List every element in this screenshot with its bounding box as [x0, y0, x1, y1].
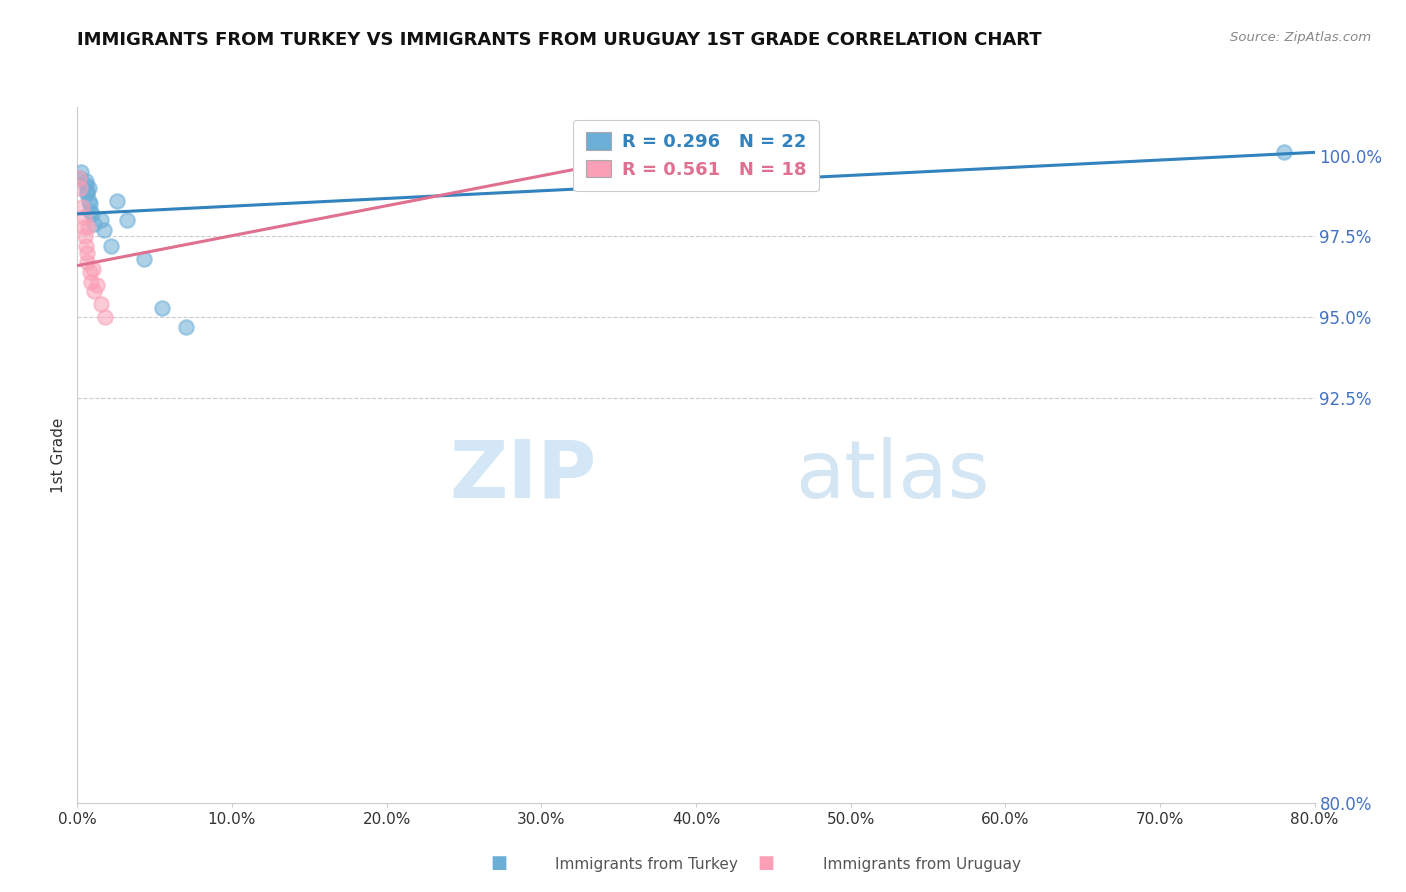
Point [75, 239, 97, 253]
Point [132, 252, 155, 267]
Point [80, 275, 103, 289]
Point [86, 278, 108, 293]
Point [70, 165, 93, 179]
Point [79, 197, 101, 211]
Point [76, 255, 98, 269]
Text: ZIP: ZIP [450, 437, 598, 515]
Point [75, 229, 96, 244]
Point [75, 174, 97, 188]
Point [1272, 145, 1295, 160]
Point [100, 239, 122, 253]
Point [76, 245, 98, 260]
Point [83, 217, 105, 231]
Point [77, 181, 100, 195]
Y-axis label: 1st Grade: 1st Grade [51, 417, 66, 492]
Point [79, 203, 101, 218]
Point [82, 261, 104, 276]
Point [115, 213, 138, 227]
Text: Immigrants from Uruguay: Immigrants from Uruguay [823, 857, 1021, 872]
Point [80, 207, 103, 221]
Point [75, 178, 97, 192]
Text: atlas: atlas [794, 437, 990, 515]
Point [90, 297, 111, 311]
Point [685, 145, 707, 160]
Text: IMMIGRANTS FROM TURKEY VS IMMIGRANTS FROM URUGUAY 1ST GRADE CORRELATION CHART: IMMIGRANTS FROM TURKEY VS IMMIGRANTS FRO… [77, 31, 1042, 49]
Point [79, 265, 101, 279]
Text: ■: ■ [491, 855, 508, 872]
Point [69, 171, 91, 186]
Point [77, 219, 100, 234]
Point [174, 320, 197, 334]
Point [685, 147, 707, 161]
Text: Source: ZipAtlas.com: Source: ZipAtlas.com [1230, 31, 1371, 45]
Point [94, 310, 117, 325]
Point [70, 200, 93, 214]
Legend: R = 0.296   N = 22, R = 0.561   N = 18: R = 0.296 N = 22, R = 0.561 N = 18 [574, 120, 818, 192]
Point [83, 285, 105, 299]
Point [76, 184, 98, 198]
Point [105, 194, 128, 208]
Point [67, 171, 90, 186]
Point [69, 181, 91, 195]
Point [152, 301, 174, 315]
Point [93, 223, 115, 237]
Text: Immigrants from Turkey: Immigrants from Turkey [555, 857, 738, 872]
Point [76, 187, 98, 202]
Text: ■: ■ [758, 855, 775, 872]
Point [77, 194, 100, 208]
Point [72, 210, 94, 224]
Point [73, 219, 96, 234]
Point [90, 213, 112, 227]
